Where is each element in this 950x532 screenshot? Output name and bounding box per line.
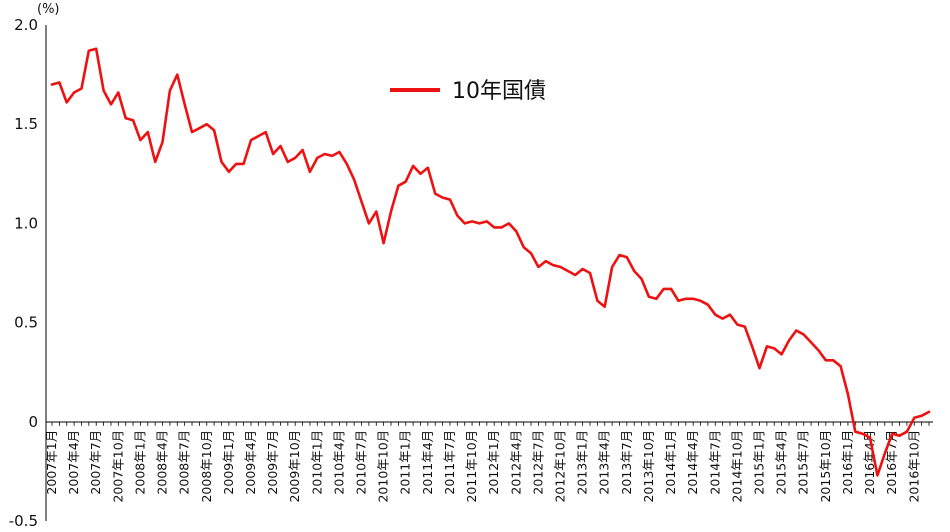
x-tick-label: 2008年7月 bbox=[177, 430, 192, 495]
x-tick-label: 2011年10月 bbox=[464, 430, 479, 503]
x-tick-label: 2013年7月 bbox=[619, 430, 634, 495]
x-tick-label: 2012年7月 bbox=[530, 430, 545, 495]
x-tick-label: 2014年4月 bbox=[685, 430, 700, 495]
x-tick-label: 2014年10月 bbox=[729, 430, 744, 503]
x-tick-label: 2007年4月 bbox=[66, 430, 81, 495]
x-tick-label: 2013年4月 bbox=[597, 430, 612, 495]
x-tick-label: 2009年4月 bbox=[243, 430, 258, 495]
x-tick-label: 2008年4月 bbox=[155, 430, 170, 495]
x-tick-label: 2007年7月 bbox=[88, 430, 103, 495]
x-tick-label: 2011年4月 bbox=[420, 430, 435, 495]
y-unit-label: (%) bbox=[37, 2, 60, 17]
x-tick-label: 2009年1月 bbox=[221, 430, 236, 495]
x-tick-label: 2015年4月 bbox=[774, 430, 789, 495]
x-tick-label: 2009年10月 bbox=[287, 430, 302, 503]
x-tick-label: 2016年4月 bbox=[862, 430, 877, 495]
x-tick-label: 2013年10月 bbox=[641, 430, 656, 503]
x-tick-label: 2009年7月 bbox=[265, 430, 280, 495]
x-tick-label: 2015年7月 bbox=[796, 430, 811, 495]
x-tick-label: 2016年10月 bbox=[906, 430, 921, 503]
x-tick-label: 2007年1月 bbox=[44, 430, 59, 495]
x-tick-label: 2015年1月 bbox=[751, 430, 766, 495]
y-tick-label: -0.5 bbox=[9, 512, 38, 530]
x-tick-label: 2008年10月 bbox=[199, 430, 214, 503]
y-tick-label: 0 bbox=[28, 413, 38, 431]
y-axis-tick-labels: 2.0 1.5 1.0 0.5 0 -0.5 bbox=[9, 16, 38, 530]
x-tick-label: 2015年10月 bbox=[818, 430, 833, 503]
x-tick-label: 2007年10月 bbox=[110, 430, 125, 503]
legend: 10年国債 bbox=[390, 79, 546, 104]
x-tick-label: 2010年1月 bbox=[309, 430, 324, 495]
x-tick-label: 2012年10月 bbox=[553, 430, 568, 503]
y-tick-label: 0.5 bbox=[14, 314, 38, 332]
x-tick-label: 2010年7月 bbox=[354, 430, 369, 495]
series-line-10y-jgb bbox=[50, 47, 931, 477]
legend-label: 10年国債 bbox=[452, 79, 546, 104]
y-tick-label: 1.0 bbox=[14, 214, 38, 232]
x-tick-label: 2013年1月 bbox=[575, 430, 590, 495]
x-tick-label: 2014年7月 bbox=[707, 430, 722, 495]
y-tick-label: 1.5 bbox=[14, 115, 38, 133]
x-tick-label: 2016年1月 bbox=[840, 430, 855, 495]
x-tick-label: 2014年1月 bbox=[663, 430, 678, 495]
x-tick-label: 2011年1月 bbox=[398, 430, 413, 495]
x-tick-label: 2016年7月 bbox=[884, 430, 899, 495]
x-tick-label: 2010年4月 bbox=[331, 430, 346, 495]
x-axis-tick-labels: 2007年1月 2007年4月 2007年7月 2007年10月 2008年1月 2008… bbox=[44, 430, 921, 503]
x-tick-label: 2010年10月 bbox=[376, 430, 391, 503]
y-tick-label: 2.0 bbox=[14, 16, 38, 34]
x-tick-label: 2012年1月 bbox=[486, 430, 501, 495]
x-tick-label: 2012年4月 bbox=[508, 430, 523, 495]
x-tick-label: 2008年1月 bbox=[132, 430, 147, 495]
x-tick-label: 2011年7月 bbox=[442, 430, 457, 495]
